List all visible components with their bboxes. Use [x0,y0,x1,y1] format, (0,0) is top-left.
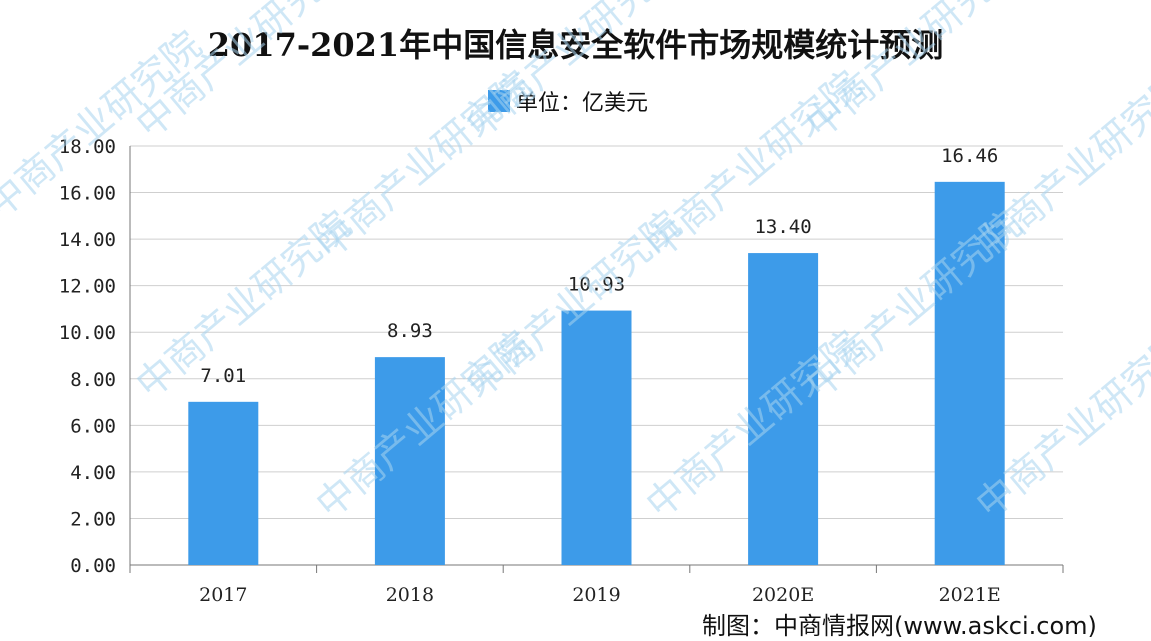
y-tick-label: 16.00 [59,183,116,205]
data-label: 8.93 [387,320,433,342]
y-tick-label: 2.00 [70,508,116,530]
y-tick-label: 18.00 [59,136,116,158]
data-label: 16.46 [941,145,998,167]
legend-label: 单位：亿美元 [516,91,649,116]
x-tick-label: 2019 [572,584,620,606]
y-tick-label: 12.00 [59,276,116,298]
source-note: 制图：中商情报网(www.askci.com) [702,612,1097,640]
data-label: 10.93 [568,274,625,296]
x-tick-label: 2017 [199,584,247,606]
bar [188,401,259,565]
x-tick-label: 2018 [386,584,434,606]
bar [748,253,819,566]
legend: 单位：亿美元 [488,88,649,116]
bar-chart: 0.00 2.00 4.00 6.00 8.00 10.00 12.00 14.00 16.00… [59,136,1064,606]
data-label: 13.40 [754,216,811,238]
y-tick-label: 14.00 [59,229,116,251]
bar [934,181,1005,565]
data-label: 7.01 [200,365,246,387]
y-tick-label: 10.00 [59,322,116,344]
x-tick-label: 2020E [752,584,814,606]
y-tick-label: 8.00 [70,369,116,391]
chart-title: 2017-2021年中国信息安全软件市场规模统计预测 [207,26,944,64]
y-tick-label: 0.00 [70,555,116,577]
y-tick-label: 6.00 [70,415,116,437]
x-tick-label: 2021E [939,584,1001,606]
bar [374,357,445,565]
legend-swatch [488,90,510,112]
bar [561,310,632,565]
y-tick-label: 4.00 [70,462,116,484]
